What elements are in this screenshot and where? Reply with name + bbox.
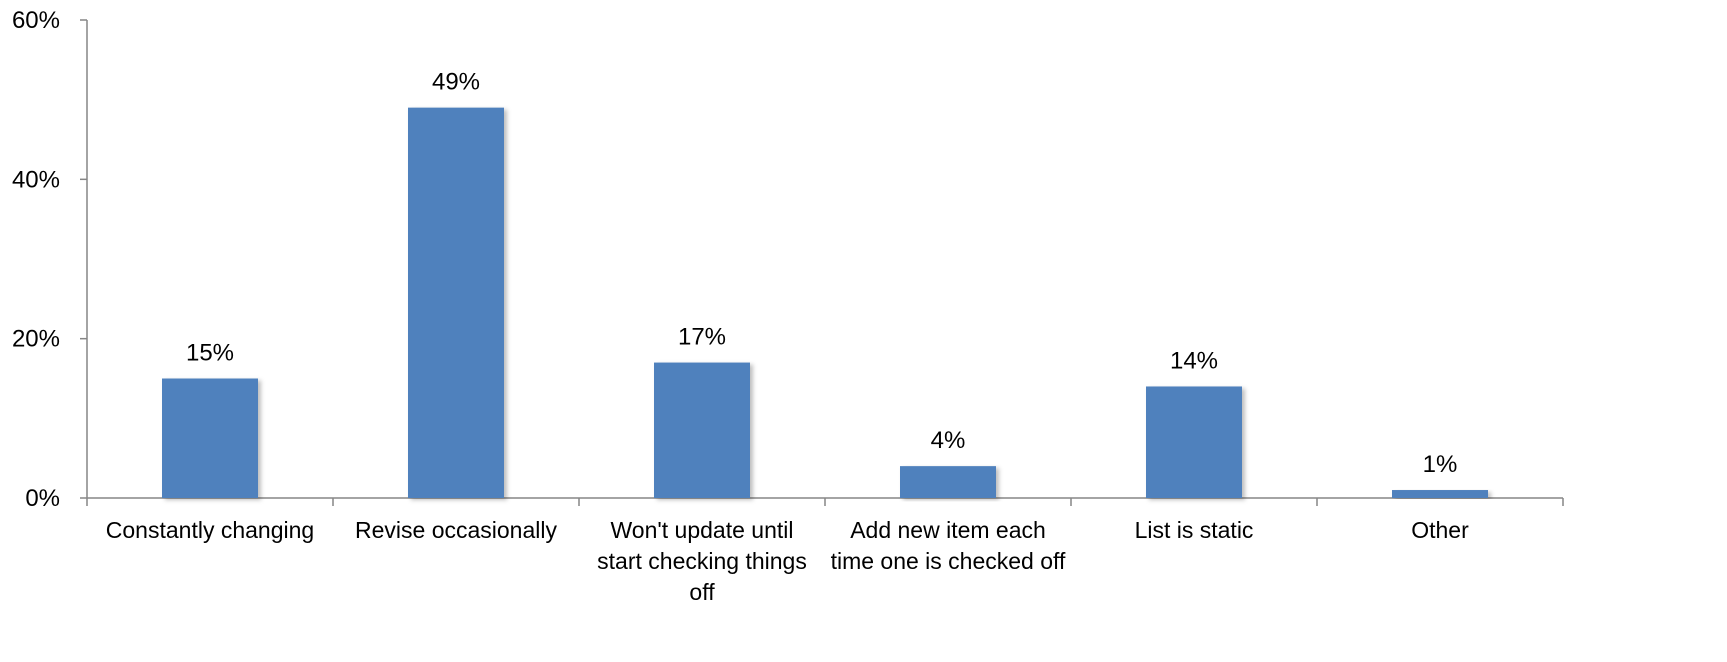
y-tick-label: 60%: [12, 7, 60, 34]
x-tick-label-line: off: [689, 579, 715, 605]
bar: [654, 362, 750, 498]
bar: [408, 107, 504, 498]
data-label: 1%: [1423, 451, 1458, 478]
x-tick-label-line: Constantly changing: [106, 517, 314, 543]
x-tick-label-line: Won't update until: [611, 517, 794, 543]
x-tick-label-line: time one is checked off: [831, 548, 1066, 574]
x-tick-label: Add new item each time one is checked off: [831, 517, 1066, 574]
x-tick-label-line: start checking things: [597, 548, 807, 574]
x-tick-label: Constantly changing: [106, 517, 314, 543]
y-tick-label: 40%: [12, 166, 60, 193]
x-tick-label-line: Other: [1411, 517, 1469, 543]
y-axis: 0% 20% 40% 60%: [12, 7, 88, 512]
x-tick-label: Other: [1411, 517, 1469, 543]
data-label: 4%: [931, 427, 966, 454]
x-axis: Constantly changing Revise occasionally Wo…: [86, 497, 1564, 605]
y-tick-label: 20%: [12, 326, 60, 353]
x-tick-label-line: Revise occasionally: [355, 517, 557, 543]
x-tick-label: Won't update until start checking things o…: [597, 517, 807, 605]
data-label: 17%: [678, 324, 726, 351]
bar: [1146, 386, 1242, 498]
bar: [900, 466, 996, 498]
data-label: 49%: [432, 69, 480, 96]
x-tick-label-line: Add new item each: [850, 517, 1046, 543]
bar: [162, 378, 258, 498]
data-label: 15%: [186, 340, 234, 367]
data-labels: 15% 49% 17% 4% 14% 1%: [186, 69, 1457, 478]
x-tick-label: List is static: [1135, 517, 1254, 543]
y-tick-label: 0%: [25, 485, 60, 512]
bars: [162, 107, 1488, 498]
bar: [1392, 490, 1488, 498]
x-tick-label: Revise occasionally: [355, 517, 557, 543]
x-tick-label-line: List is static: [1135, 517, 1254, 543]
data-label: 14%: [1170, 347, 1218, 374]
